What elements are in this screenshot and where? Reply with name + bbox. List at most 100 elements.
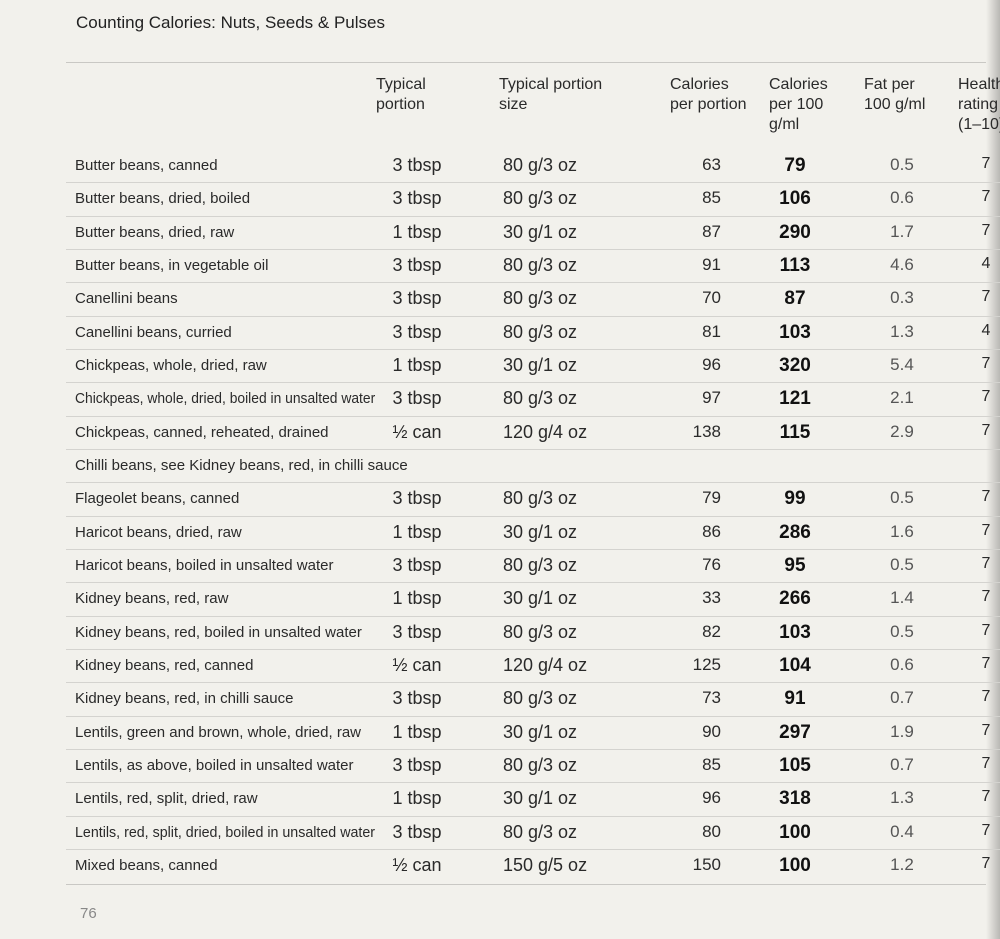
table-cell: 1 tbsp [392,355,442,375]
table-cell: 7 [981,722,991,739]
table-cell: 30 g/1 oz [503,355,578,375]
table-cell: 106 [779,188,811,209]
table-cell: 3 tbsp [392,255,442,275]
table-cell: 80 g/3 oz [503,155,578,175]
table-cell: 1.3 [890,788,914,807]
table-cell: 115 [779,422,811,443]
row-rule [66,782,1000,783]
table-cell: 7 [981,388,991,405]
table-cell: 79 [784,155,806,176]
table-cell: 30 g/1 oz [503,788,578,808]
table-cell: 2.1 [890,388,914,407]
bottom-rule [66,884,1000,885]
table-cell: 79 [702,488,721,507]
food-name: Butter beans, in vegetable oil [75,257,269,274]
table-cell: 7 [981,288,991,305]
table-cell: ½ can [392,655,442,675]
table-cell: 3 tbsp [392,155,442,175]
column-header: Typical portion [376,76,426,113]
food-name: Kidney beans, red, canned [75,657,254,674]
table-cell: 103 [779,622,811,643]
table-cell: 90 [702,722,721,741]
food-name: Lentils, green and brown, whole, dried, … [75,724,361,741]
table-cell: 150 g/5 oz [503,855,588,875]
table-cell: 0.3 [890,288,914,307]
table-cell: 3 tbsp [392,755,442,775]
table-cell: 120 g/4 oz [503,422,588,442]
table-cell: 85 [702,755,721,774]
table-cell: 80 g/3 oz [503,688,578,708]
food-name: Lentils, red, split, dried, boiled in un… [75,824,376,841]
table-cell: 4.6 [890,255,914,274]
table-cell: 318 [779,788,811,809]
table-cell: 290 [779,222,811,243]
table-cell: 80 g/3 oz [503,755,578,775]
row-rule [66,849,1000,850]
row-rule [66,216,1000,217]
table-cell: 80 g/3 oz [503,622,578,642]
table-cell: 80 g/3 oz [503,555,578,575]
food-name: Mixed beans, canned [75,857,218,874]
table-cell: 1 tbsp [392,722,442,742]
food-name: Butter beans, dried, boiled [75,190,251,207]
table-cell: ½ can [392,855,442,875]
food-name: Canellini beans, curried [75,324,232,341]
table-cell: 87 [702,222,721,241]
table-cell: 76 [702,555,721,574]
table-cell: 121 [779,388,811,409]
table-cell: 1.3 [890,322,914,341]
table-cell: 99 [784,488,806,509]
table-cell: 5.4 [890,355,914,374]
food-name: Kidney beans, red, in chilli sauce [75,690,294,707]
food-name: Haricot beans, boiled in unsalted water [75,557,334,574]
table-cell: 80 g/3 oz [503,255,578,275]
row-rule [66,616,1000,617]
column-header: Typical portion size [499,76,603,113]
table-cell: 100 [779,822,811,843]
table-cell: 4 [981,255,991,272]
column-header: Calories per portion [670,76,747,113]
table-cell: 0.5 [890,155,914,174]
table-cell: 86 [702,522,721,541]
table-cell: 81 [702,322,721,341]
table-cell: 1 tbsp [392,222,442,242]
table-cell: 266 [779,588,811,609]
table-cell: 3 tbsp [392,488,442,508]
table-cell: 73 [702,688,721,707]
food-name: Chickpeas, whole, dried, raw [75,357,267,374]
table-cell: 7 [981,788,991,805]
table-cell: 3 tbsp [392,322,442,342]
table-cell: 7 [981,588,991,605]
table-cell: 103 [779,322,811,343]
food-name: Butter beans, dried, raw [75,224,235,241]
food-name: Lentils, as above, boiled in unsalted wa… [75,757,354,774]
row-rule [66,316,1000,317]
table-cell: 7 [981,755,991,772]
food-name: Chickpeas, whole, dried, boiled in unsal… [75,390,376,407]
table-cell: 3 tbsp [392,288,442,308]
table-cell: 7 [981,688,991,705]
table-cell: 91 [702,255,721,274]
table-cell: 150 [692,855,721,874]
table-cell: 80 g/3 oz [503,188,578,208]
row-rule [66,249,1000,250]
table-cell: 95 [784,555,806,576]
table-cell: 7 [981,155,991,172]
row-rule [66,282,1000,283]
table-cell: 286 [779,522,811,543]
table-cell: 3 tbsp [392,688,442,708]
table-cell: 3 tbsp [392,622,442,642]
table-cell: 0.6 [890,655,914,674]
row-rule [66,749,1000,750]
table-cell: 2.9 [890,422,914,441]
table-cell: 80 g/3 oz [503,488,578,508]
table-cell: 80 g/3 oz [503,388,578,408]
table-cell: 138 [692,422,721,441]
table-cell: 1 tbsp [392,588,442,608]
table-cell: 30 g/1 oz [503,722,578,742]
table-cell: 85 [702,188,721,207]
table-cell: 297 [779,722,811,743]
row-rule [66,449,1000,450]
table-cell: 96 [702,788,721,807]
